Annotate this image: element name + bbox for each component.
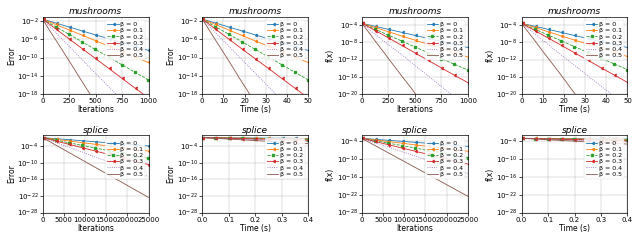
Title: mushrooms: mushrooms <box>69 7 122 16</box>
Y-axis label: f(x): f(x) <box>326 167 335 180</box>
Y-axis label: Error: Error <box>166 164 175 183</box>
Title: splice: splice <box>83 126 109 135</box>
Legend: β = 0, β = 0.1, β = 0.2, β = 0.3, β = 0.4, β = 0.5: β = 0, β = 0.1, β = 0.2, β = 0.3, β = 0.… <box>265 138 305 179</box>
X-axis label: Iterations: Iterations <box>77 224 114 233</box>
Title: splice: splice <box>402 126 428 135</box>
Legend: β = 0, β = 0.1, β = 0.2, β = 0.3, β = 0.4, β = 0.5: β = 0, β = 0.1, β = 0.2, β = 0.3, β = 0.… <box>265 20 305 60</box>
Title: mushrooms: mushrooms <box>548 7 601 16</box>
X-axis label: Iterations: Iterations <box>77 105 114 114</box>
Legend: β = 0, β = 0.1, β = 0.2, β = 0.3, β = 0.4, β = 0.5: β = 0, β = 0.1, β = 0.2, β = 0.3, β = 0.… <box>425 20 465 60</box>
Y-axis label: f(x): f(x) <box>486 49 495 62</box>
X-axis label: Time (s): Time (s) <box>240 105 271 114</box>
Legend: β = 0, β = 0.1, β = 0.2, β = 0.3, β = 0.4, β = 0.5: β = 0, β = 0.1, β = 0.2, β = 0.3, β = 0.… <box>584 138 625 179</box>
Title: splice: splice <box>561 126 588 135</box>
Legend: β = 0, β = 0.1, β = 0.2, β = 0.3, β = 0.4, β = 0.5: β = 0, β = 0.1, β = 0.2, β = 0.3, β = 0.… <box>106 138 145 179</box>
Title: mushrooms: mushrooms <box>228 7 282 16</box>
X-axis label: Iterations: Iterations <box>396 105 433 114</box>
Y-axis label: Error: Error <box>166 46 175 65</box>
X-axis label: Time (s): Time (s) <box>240 224 271 233</box>
Y-axis label: Error: Error <box>7 164 16 183</box>
Legend: β = 0, β = 0.1, β = 0.2, β = 0.3, β = 0.4, β = 0.5: β = 0, β = 0.1, β = 0.2, β = 0.3, β = 0.… <box>106 20 145 60</box>
Title: mushrooms: mushrooms <box>388 7 442 16</box>
Legend: β = 0, β = 0.1, β = 0.2, β = 0.3, β = 0.4, β = 0.5: β = 0, β = 0.1, β = 0.2, β = 0.3, β = 0.… <box>584 20 625 60</box>
X-axis label: Time (s): Time (s) <box>559 105 590 114</box>
X-axis label: Time (s): Time (s) <box>559 224 590 233</box>
X-axis label: Iterations: Iterations <box>396 224 433 233</box>
Title: splice: splice <box>242 126 268 135</box>
Y-axis label: Error: Error <box>7 46 16 65</box>
Legend: β = 0, β = 0.1, β = 0.2, β = 0.3, β = 0.4, β = 0.5: β = 0, β = 0.1, β = 0.2, β = 0.3, β = 0.… <box>425 138 465 179</box>
Y-axis label: f(x): f(x) <box>486 167 495 180</box>
Y-axis label: f(x): f(x) <box>326 49 335 62</box>
